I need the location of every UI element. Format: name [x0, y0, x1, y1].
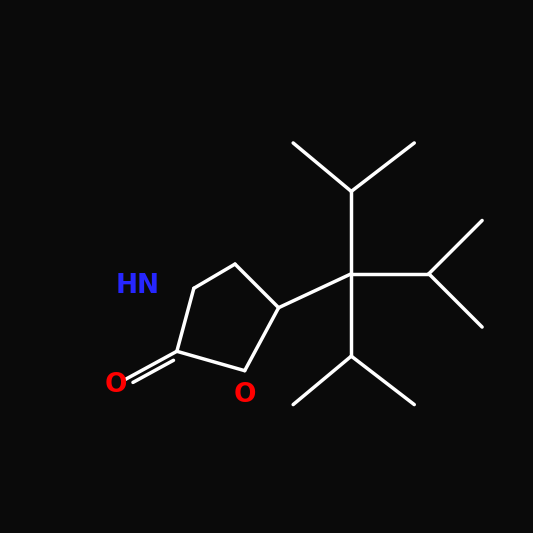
Text: O: O [233, 382, 256, 408]
Text: O: O [105, 372, 127, 398]
Text: HN: HN [116, 273, 160, 299]
